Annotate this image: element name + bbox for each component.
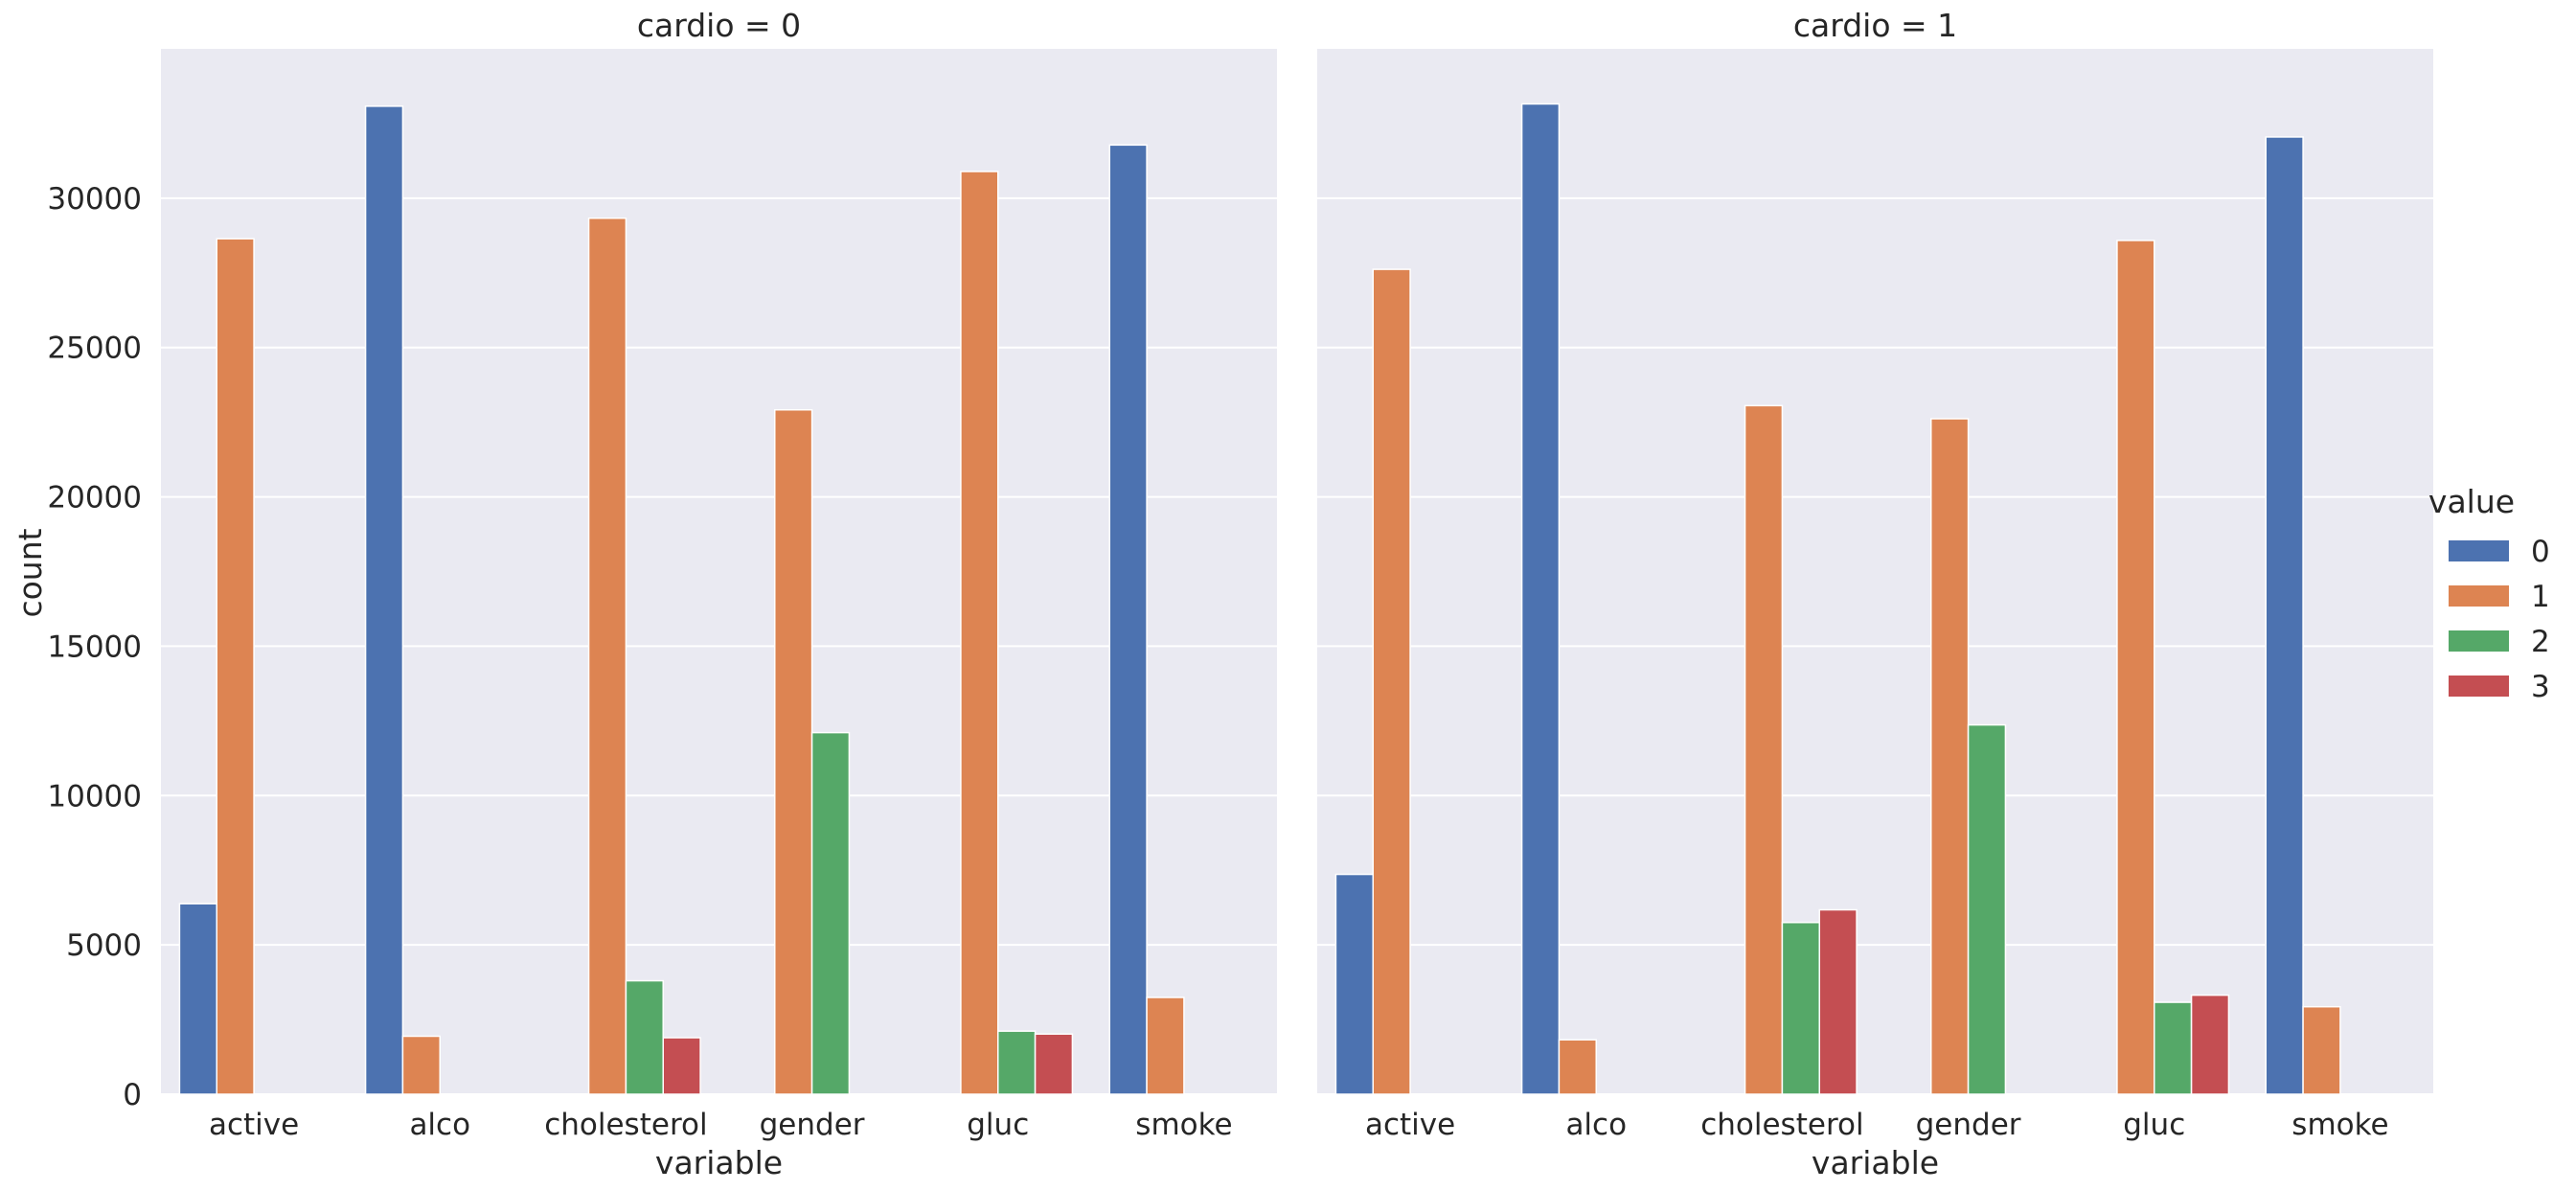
bar-gluc-value-2 [2154,1001,2193,1095]
y-tick-label: 30000 [47,182,142,217]
bar-cholesterol-value-1 [1744,404,1784,1095]
bar-active-value-1 [216,238,255,1095]
y-tick-label: 5000 [66,928,142,963]
x-tick-label: smoke [2291,1108,2388,1142]
x-axis-label: variable [1812,1144,1939,1181]
bar-gluc-value-1 [2116,240,2155,1095]
bar-cholesterol-value-3 [662,1037,701,1095]
bar-alco-value-0 [364,105,404,1095]
legend-label-0: 0 [2531,535,2550,569]
bar-gender-value-2 [810,731,851,1095]
x-tick-label: active [1365,1108,1455,1142]
x-tick-label: alco [409,1108,470,1142]
x-tick-label: cholesterol [1700,1108,1863,1142]
bar-alco-value-0 [1520,103,1561,1095]
y-axis-label: count [11,528,49,617]
panel-title: cardio = 0 [637,7,801,44]
x-tick-label: active [209,1108,299,1142]
bar-gluc-value-1 [960,171,999,1095]
bar-active-value-1 [1372,268,1411,1095]
legend-items: 0 1 2 3 [2449,535,2550,704]
bar-cholesterol-value-3 [1818,908,1858,1095]
x-tick-label: smoke [1135,1108,1232,1142]
panel-1: active alco cholesterol gender gluc smoke vari… [1317,7,2433,1181]
panel-0: active alco cholesterol gender gluc smoke vari… [47,7,1277,1181]
bar-smoke-value-1 [1146,996,1185,1095]
bar-active-value-0 [178,903,218,1095]
x-tick-label: gluc [967,1108,1029,1142]
panel-title: cardio = 1 [1793,7,1957,44]
x-axis-label: variable [655,1144,783,1181]
bar-gluc-value-3 [1034,1033,1074,1095]
panels: active alco cholesterol gender gluc smoke vari… [47,7,2433,1181]
x-tick-label: gender [1916,1108,2021,1142]
y-tick-label: 20000 [47,481,142,515]
legend-label-1: 1 [2531,580,2550,614]
bar-gluc-value-2 [997,1030,1037,1095]
y-tick-label: 0 [123,1078,142,1112]
bar-alco-value-1 [401,1035,441,1095]
legend-label-2: 2 [2531,625,2550,659]
x-tick-label: alco [1565,1108,1627,1142]
bar-gender-value-2 [1967,723,2007,1095]
bar-cholesterol-value-2 [625,979,665,1095]
legend-swatch-2 [2449,630,2509,652]
plot-background [1317,49,2433,1094]
y-tick-label: 15000 [47,630,142,664]
legend-swatch-1 [2449,585,2509,607]
bar-alco-value-1 [1558,1039,1597,1095]
bar-gender-value-1 [774,408,813,1095]
legend-label-3: 3 [2531,670,2550,704]
bar-gluc-value-3 [2190,994,2230,1095]
plot-background [161,49,1277,1094]
legend-swatch-3 [2449,676,2509,697]
legend: value 0 1 2 3 [2428,483,2550,704]
x-tick-label: cholesterol [544,1108,707,1142]
y-tick-label: 10000 [47,779,142,813]
bar-cholesterol-value-2 [1781,922,1820,1095]
bar-smoke-value-0 [1108,144,1148,1095]
bar-smoke-value-0 [2265,136,2304,1095]
legend-swatch-0 [2449,540,2509,561]
x-tick-label: gluc [2123,1108,2185,1142]
legend-title: value [2428,483,2515,520]
bar-smoke-value-1 [2302,1005,2341,1095]
x-tick-label: gender [760,1108,865,1142]
y-tick-label: 25000 [47,332,142,366]
bar-gender-value-1 [1930,418,1970,1095]
bar-active-value-0 [1334,873,1374,1095]
bar-cholesterol-value-1 [587,217,627,1095]
